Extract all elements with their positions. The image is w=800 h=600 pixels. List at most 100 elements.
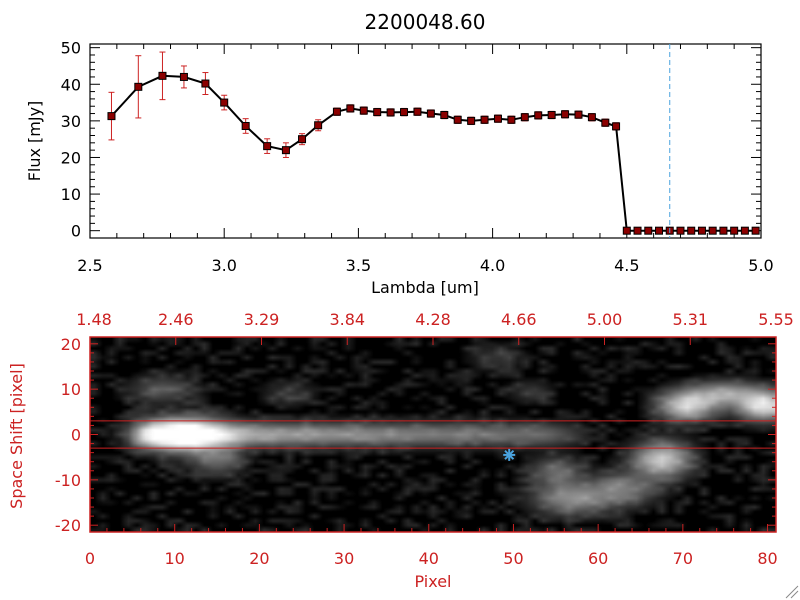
- data-point-marker: [179, 72, 188, 81]
- data-point-marker: [386, 108, 395, 117]
- data-point-marker: [467, 116, 476, 125]
- data-point-marker: [201, 79, 210, 88]
- data-point-marker: [453, 115, 462, 124]
- spectrum-x-axis-label: Lambda [um]: [371, 278, 479, 297]
- data-point-marker: [263, 142, 272, 151]
- data-point-marker: [220, 98, 229, 107]
- spectrum-x-ticks: 2.5 3.0 3.5 4.0 4.5 5.0: [77, 44, 774, 275]
- x-tick-label: 4.5: [614, 256, 639, 275]
- x-tick-label: 3.5: [346, 256, 371, 275]
- data-point-marker: [676, 226, 685, 235]
- data-point-marker: [107, 112, 116, 121]
- space-shift-y-ticks: -20 -10 0 10 20: [55, 335, 776, 535]
- data-point-marker: [622, 226, 631, 235]
- data-point-marker: [314, 121, 323, 130]
- data-point-marker: [158, 71, 167, 80]
- data-point-marker: [359, 106, 368, 115]
- wavelength-tick-label: 1.48: [76, 310, 112, 329]
- spectrum-plot: 2200048.60 2.5 3.0 3.5 4.0 4.5 5.0 0 10 20 30 40 5…: [25, 10, 774, 297]
- pixel-tick-label: 60: [588, 549, 608, 568]
- wavelength-top-ticks: 1.48 2.46 3.29 3.84 4.28 4.66 5.00 5.31 5.55: [76, 310, 794, 345]
- spectrum-plot-frame: [89, 43, 762, 239]
- y-tick-label: 20: [61, 148, 81, 167]
- wavelength-tick-label: 5.00: [587, 310, 623, 329]
- spatial-heatmap-image: [90, 337, 776, 532]
- x-tick-label: 2.5: [77, 256, 102, 275]
- spectrum-markers: [107, 71, 760, 235]
- space-shift-tick-label: 0: [71, 426, 81, 445]
- data-point-marker: [134, 82, 143, 91]
- data-point-marker: [493, 114, 502, 123]
- resize-grip-icon[interactable]: [785, 585, 799, 599]
- data-point-marker: [574, 110, 583, 119]
- spectrum-series-line: [110, 74, 756, 232]
- wavelength-tick-label: 4.66: [501, 310, 537, 329]
- data-point-marker: [633, 226, 642, 235]
- x-tick-label: 5.0: [748, 256, 773, 275]
- data-point-marker: [520, 113, 529, 122]
- y-tick-label: 40: [61, 75, 81, 94]
- data-point-marker: [480, 115, 489, 124]
- wavelength-tick-label: 2.46: [158, 310, 194, 329]
- pixel-tick-label: 80: [757, 549, 777, 568]
- pixel-tick-label: 10: [165, 549, 185, 568]
- data-point-marker: [534, 111, 543, 120]
- data-point-marker: [561, 110, 570, 119]
- pixel-tick-label: 30: [334, 549, 354, 568]
- data-point-marker: [547, 111, 556, 120]
- spectrum-errorbars: [108, 51, 620, 158]
- pixel-tick-label: 0: [85, 549, 95, 568]
- pixel-tick-label: 70: [673, 549, 693, 568]
- pixel-tick-label: 50: [503, 549, 523, 568]
- data-point-marker: [413, 107, 422, 116]
- wavelength-tick-label: 3.29: [244, 310, 280, 329]
- data-point-marker: [697, 226, 706, 235]
- space-shift-tick-label: 10: [61, 380, 81, 399]
- data-point-marker: [687, 226, 696, 235]
- y-tick-label: 10: [61, 185, 81, 204]
- data-point-marker: [298, 135, 307, 144]
- x-tick-label: 4.0: [480, 256, 505, 275]
- data-point-marker: [400, 108, 409, 117]
- data-point-marker: [507, 115, 516, 124]
- plot-title: 2200048.60: [365, 10, 486, 34]
- data-point-marker: [346, 104, 355, 113]
- wavelength-tick-label: 4.28: [415, 310, 451, 329]
- source-position-star-icon: [503, 448, 516, 461]
- data-point-marker: [751, 226, 760, 235]
- spectrum-y-axis-label: Flux [mJy]: [25, 101, 44, 182]
- spatial-image-plot: 0 10 20 30 40 50 60 70 80 1.48 2.46 3.29 3.84 4.28 4.…: [7, 310, 794, 591]
- y-tick-label: 0: [71, 222, 81, 241]
- data-point-marker: [612, 122, 621, 131]
- pixel-tick-label: 20: [249, 549, 269, 568]
- data-point-marker: [655, 226, 664, 235]
- data-point-marker: [241, 121, 250, 130]
- pixel-x-axis-label: Pixel: [414, 572, 451, 591]
- data-point-marker: [730, 226, 739, 235]
- data-point-marker: [740, 226, 749, 235]
- y-tick-label: 30: [61, 112, 81, 131]
- space-shift-y-axis-label: Space Shift [pixel]: [7, 363, 26, 509]
- data-point-marker: [440, 111, 449, 120]
- pixel-tick-label: 40: [419, 549, 439, 568]
- data-point-marker: [708, 226, 717, 235]
- space-shift-tick-label: 20: [61, 335, 81, 354]
- space-shift-tick-label: -10: [55, 471, 81, 490]
- wavelength-tick-label: 5.55: [758, 310, 794, 329]
- data-point-marker: [587, 113, 596, 122]
- data-point-marker: [601, 118, 610, 127]
- wavelength-tick-label: 3.84: [329, 310, 365, 329]
- data-point-marker: [426, 109, 435, 118]
- wavelength-tick-label: 5.31: [672, 310, 708, 329]
- spectrum-y-ticks: 0 10 20 30 40 50: [61, 39, 761, 241]
- star-stroke: [504, 449, 515, 460]
- data-point-marker: [281, 146, 290, 155]
- data-point-marker: [644, 226, 653, 235]
- y-tick-label: 50: [61, 39, 81, 58]
- data-point-marker: [719, 226, 728, 235]
- x-tick-label: 3.0: [211, 256, 236, 275]
- space-shift-tick-label: -20: [55, 516, 81, 535]
- data-point-marker: [373, 108, 382, 117]
